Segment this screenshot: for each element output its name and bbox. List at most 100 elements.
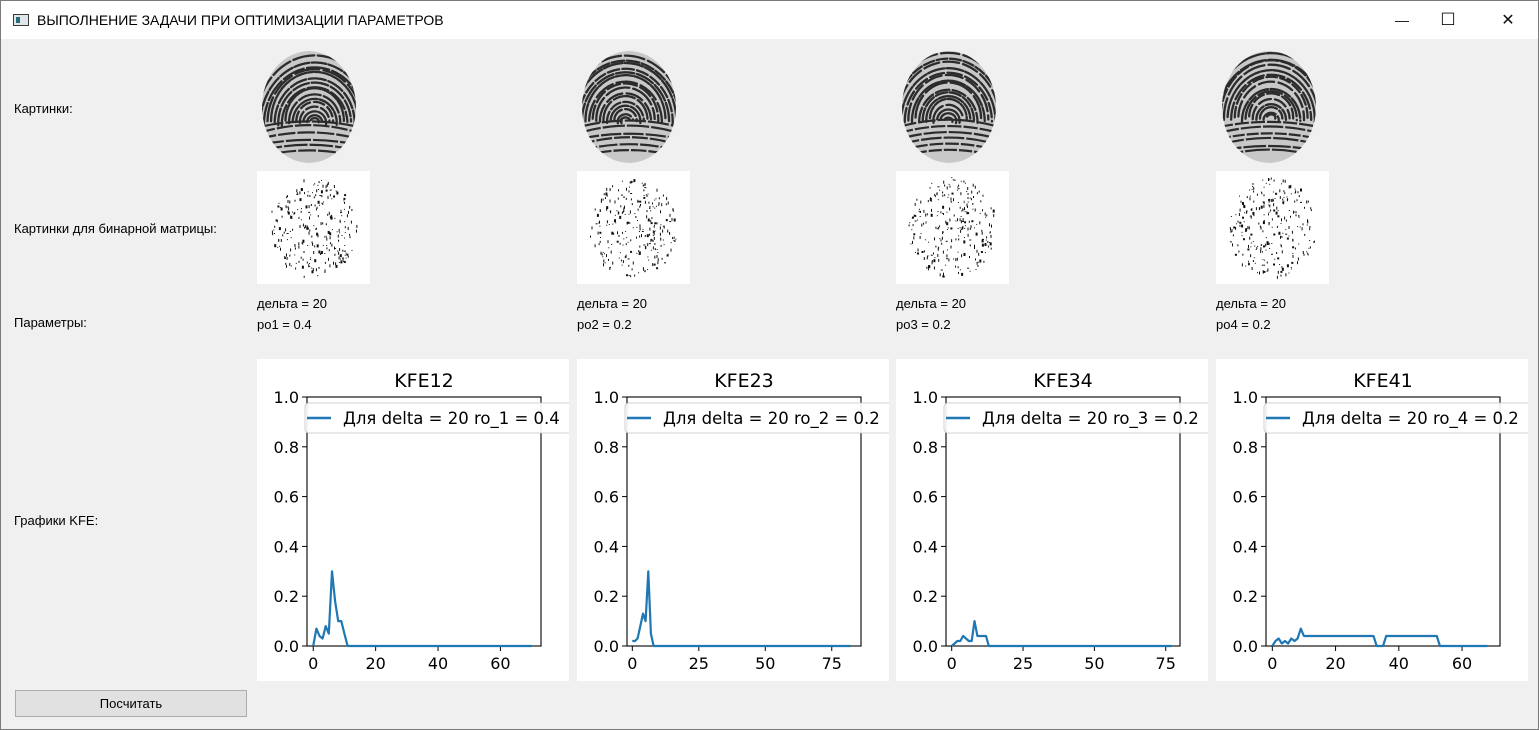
legend: Для delta = 20 ro_4 = 0.2	[1263, 402, 1528, 434]
app-icon	[13, 14, 29, 26]
minimize-icon: —	[1395, 12, 1409, 28]
y-tick-label: 0.2	[594, 587, 619, 606]
legend-label: Для delta = 20 ro_3 = 0.2	[982, 409, 1199, 429]
fingerprint-image-3	[899, 49, 999, 165]
delta-value: дельта = 20	[896, 296, 967, 311]
series-line	[312, 570, 532, 648]
x-tick-label: 40	[428, 654, 448, 673]
kfe-chart-svg: KFE41 0.0 0.2 0.4 0.6 0.8 1.0 0 20 40 60 Для delta …	[1233, 370, 1528, 673]
legend-box	[943, 402, 1208, 434]
binary-matrix-image-3	[896, 171, 1009, 284]
y-tick-label: 0.2	[913, 587, 938, 606]
legend: Для delta = 20 ro_1 = 0.4	[304, 402, 569, 434]
x-tick-label: 0	[1267, 654, 1277, 673]
y-tick-label: 0.8	[1233, 438, 1258, 457]
x-tick-label: 50	[755, 654, 775, 673]
binary-matrix-graphic	[1229, 177, 1315, 279]
axes-frame	[945, 396, 1181, 647]
maximize-button[interactable]: ☐	[1425, 1, 1471, 39]
y-tick-label: 0.2	[1233, 587, 1258, 606]
chart-title: KFE41	[1353, 370, 1413, 392]
title-bar[interactable]: ВЫПОЛНЕНИЕ ЗАДАЧИ ПРИ ОПТИМИЗАЦИИ ПАРАМЕ…	[1, 1, 1538, 39]
x-tick-label: 60	[1452, 654, 1472, 673]
y-tick-label: 1.0	[274, 388, 299, 407]
legend-label: Для delta = 20 ro_2 = 0.2	[663, 409, 880, 429]
kfe-chart-svg: KFE12 0.0 0.2 0.4 0.6 0.8 1.0 0 20 40 60 Для delta …	[274, 370, 569, 673]
params-block-3: дельта = 20 ро3 = 0.2	[896, 293, 966, 335]
x-tick-label: 20	[1325, 654, 1345, 673]
y-tick-label: 0.0	[594, 637, 619, 656]
axes-frame	[1265, 396, 1501, 647]
series-line	[632, 570, 851, 648]
kfe-plot-4: KFE41 0.0 0.2 0.4 0.6 0.8 1.0 0 20 40 60 Для delta …	[1216, 359, 1528, 681]
series-line	[950, 620, 1172, 648]
y-tick-label: 0.0	[913, 637, 938, 656]
chart-title: KFE34	[1033, 370, 1093, 392]
ro-value: ро2 = 0.2	[577, 317, 632, 332]
y-tick-label: 0.4	[1233, 537, 1258, 556]
graphs-label: Графики KFE:	[14, 513, 99, 528]
window-title: ВЫПОЛНЕНИЕ ЗАДАЧИ ПРИ ОПТИМИЗАЦИИ ПАРАМЕ…	[37, 12, 444, 28]
ro-value: ро3 = 0.2	[896, 317, 951, 332]
kfe-chart-svg: KFE23 0.0 0.2 0.4 0.6 0.8 1.0 0 25 50 75 Для delta …	[594, 370, 889, 673]
calculate-button[interactable]: Посчитать	[15, 690, 247, 717]
fingerprint-image-4	[1219, 49, 1319, 165]
axes-frame	[306, 396, 542, 647]
binary-matrix-image-1	[257, 171, 370, 284]
kfe-chart-svg: KFE34 0.0 0.2 0.4 0.6 0.8 1.0 0 25 50 75 Для delta …	[913, 370, 1208, 673]
y-tick-label: 0.8	[274, 438, 299, 457]
fingerprint-graphic	[902, 51, 996, 163]
y-tick-label: 1.0	[1233, 388, 1258, 407]
y-tick-label: 0.2	[274, 587, 299, 606]
parameters-label: Параметры:	[14, 315, 87, 330]
delta-value: дельта = 20	[577, 296, 648, 311]
x-tick-label: 20	[365, 654, 385, 673]
kfe-plot-2: KFE23 0.0 0.2 0.4 0.6 0.8 1.0 0 25 50 75 Для delta …	[577, 359, 889, 681]
close-icon: ✕	[1501, 12, 1515, 29]
binary-matrix-graphic	[271, 179, 358, 278]
y-tick-label: 0.0	[1233, 637, 1258, 656]
binary-matrix-graphic	[908, 177, 995, 278]
legend: Для delta = 20 ro_2 = 0.2	[624, 402, 889, 434]
y-tick-label: 0.6	[1233, 488, 1258, 507]
binary-matrix-image-4	[1216, 171, 1329, 284]
legend-box	[1263, 402, 1528, 434]
delta-value: дельта = 20	[1216, 296, 1287, 311]
y-tick-label: 0.4	[913, 537, 938, 556]
x-tick-label: 0	[947, 654, 957, 673]
x-tick-label: 25	[1013, 654, 1033, 673]
pictures-label: Картинки:	[14, 101, 73, 116]
x-tick-label: 75	[1156, 654, 1176, 673]
y-tick-label: 0.6	[913, 488, 938, 507]
x-tick-label: 25	[689, 654, 709, 673]
close-button[interactable]: ✕	[1485, 1, 1531, 39]
params-block-2: дельта = 20 ро2 = 0.2	[577, 293, 647, 335]
params-block-1: дельта = 20 ро1 = 0.4	[257, 293, 327, 335]
legend-label: Для delta = 20 ro_1 = 0.4	[343, 409, 560, 429]
legend: Для delta = 20 ro_3 = 0.2	[943, 402, 1208, 434]
kfe-plot-3: KFE34 0.0 0.2 0.4 0.6 0.8 1.0 0 25 50 75 Для delta …	[896, 359, 1208, 681]
x-tick-label: 75	[822, 654, 842, 673]
y-tick-label: 0.8	[594, 438, 619, 457]
y-tick-label: 0.8	[913, 438, 938, 457]
y-tick-label: 0.4	[274, 537, 299, 556]
y-tick-label: 0.6	[594, 488, 619, 507]
x-tick-label: 40	[1389, 654, 1409, 673]
binary-pictures-label: Картинки для бинарной матрицы:	[14, 221, 217, 236]
legend-box	[624, 402, 889, 434]
legend-box	[304, 402, 569, 434]
y-tick-label: 0.6	[274, 488, 299, 507]
y-tick-label: 1.0	[913, 388, 938, 407]
fingerprint-image-1	[259, 49, 359, 165]
params-block-4: дельта = 20 ро4 = 0.2	[1216, 293, 1286, 335]
chart-title: KFE23	[714, 370, 774, 392]
fingerprint-image-2	[579, 49, 679, 165]
x-tick-label: 0	[627, 654, 637, 673]
axes-frame	[626, 396, 862, 647]
binary-matrix-image-2	[577, 171, 690, 284]
minimize-button[interactable]: —	[1379, 1, 1425, 39]
ro-value: ро4 = 0.2	[1216, 317, 1271, 332]
maximize-icon: ☐	[1440, 10, 1456, 29]
x-tick-label: 0	[308, 654, 318, 673]
